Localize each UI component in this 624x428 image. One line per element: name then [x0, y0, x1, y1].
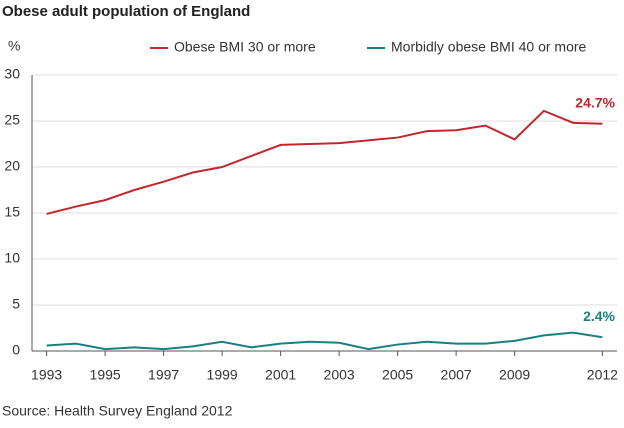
y-axis-label: %	[8, 38, 20, 54]
annotation: 2.4%	[583, 308, 615, 324]
x-tick-label: 2007	[441, 367, 472, 383]
x-tick-label: 2001	[265, 367, 296, 383]
x-tick-label: 2005	[382, 367, 413, 383]
y-tick-label: 20	[4, 158, 20, 174]
chart-title: Obese adult population of England	[2, 3, 250, 20]
x-tick-label: 2012	[587, 367, 618, 383]
x-tick-label: 2003	[324, 367, 355, 383]
x-tick-label: 1997	[148, 367, 179, 383]
source: Source: Health Survey England 2012	[2, 403, 233, 419]
x-tick-label: 1993	[31, 367, 62, 383]
series-line	[46, 109, 603, 215]
x-tick-label: 1999	[207, 367, 238, 383]
series-line	[46, 331, 603, 351]
y-tick-label: 5	[12, 296, 20, 312]
y-tick-label: 10	[4, 250, 20, 266]
x-tick-label: 1995	[90, 367, 121, 383]
y-tick-label: 0	[12, 342, 20, 358]
y-tick-label: 30	[4, 66, 20, 82]
x-tick-label: 2009	[499, 367, 530, 383]
y-tick-label: 15	[4, 204, 20, 220]
legend-label: Obese BMI 30 or more	[174, 39, 316, 55]
y-tick-label: 25	[4, 112, 20, 128]
annotation: 24.7%	[575, 94, 615, 110]
legend-label: Morbidly obese BMI 40 or more	[391, 39, 587, 55]
